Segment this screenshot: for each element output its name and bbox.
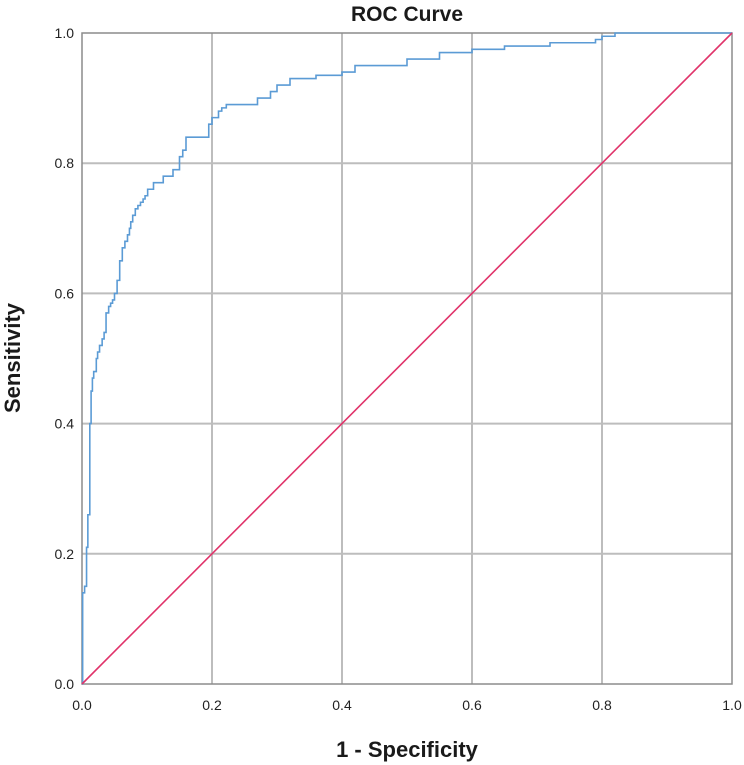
x-tick-label-2: 0.4: [332, 697, 352, 713]
x-tick-label-0: 0.0: [72, 697, 92, 713]
x-axis-tick-labels: 0.0 0.2 0.4 0.6 0.8 1.0: [72, 697, 742, 713]
x-tick-label-5: 1.0: [722, 697, 742, 713]
y-tick-label-5: 1.0: [55, 25, 75, 41]
y-axis-label: Sensitivity: [0, 302, 25, 413]
y-tick-label-4: 0.8: [55, 155, 75, 171]
x-tick-label-3: 0.6: [462, 697, 482, 713]
plot-area-frame: [81, 32, 733, 685]
y-tick-label-0: 0.0: [55, 676, 75, 692]
y-axis-tick-labels: 0.0 0.2 0.4 0.6 0.8 1.0: [55, 25, 75, 692]
roc-curve-line: [81, 32, 732, 685]
x-tick-label-1: 0.2: [202, 697, 222, 713]
y-tick-label-3: 0.6: [55, 285, 75, 301]
y-tick-label-2: 0.4: [55, 416, 75, 432]
y-tick-label-1: 0.2: [55, 546, 75, 562]
grid-lines: [82, 33, 732, 684]
x-axis-label: 1 - Specificity: [336, 737, 479, 762]
chart-series: [81, 32, 733, 685]
chart-title: ROC Curve: [351, 3, 463, 26]
x-tick-label-4: 0.8: [592, 697, 612, 713]
reference-diagonal-line: [81, 32, 733, 685]
